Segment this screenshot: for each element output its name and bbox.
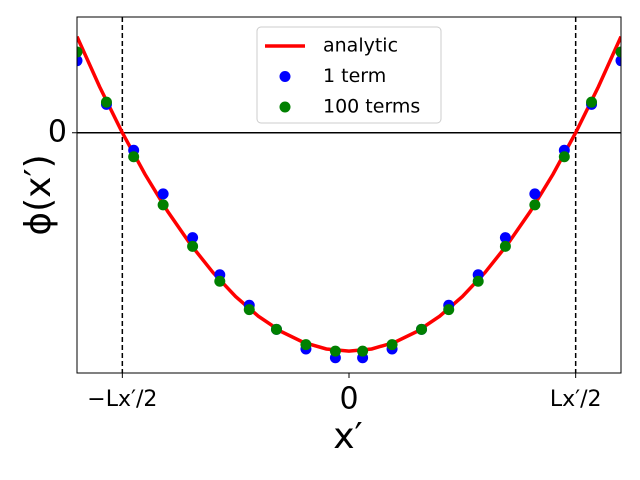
- y-tick-label: 0: [48, 114, 67, 149]
- x-tick-label: Lx′/2: [550, 387, 602, 412]
- legend-box: [256, 26, 442, 124]
- point: [472, 275, 484, 287]
- y-axis-label: ϕ(x′): [18, 154, 59, 235]
- point: [615, 55, 621, 67]
- point: [270, 323, 282, 335]
- legend-label: 1 term: [323, 65, 386, 87]
- legend-label: analytic: [323, 35, 398, 57]
- point: [128, 151, 140, 163]
- x-tick-label: −Lx′/2: [87, 387, 157, 412]
- x-axis-label: x′: [333, 416, 362, 457]
- point: [499, 232, 511, 244]
- point: [157, 199, 169, 211]
- point: [443, 304, 455, 316]
- point: [300, 339, 312, 351]
- point: [77, 46, 83, 58]
- legend-marker: [279, 71, 291, 82]
- point: [558, 151, 570, 163]
- point: [529, 188, 541, 200]
- line: [77, 35, 621, 353]
- point: [77, 55, 83, 67]
- point: [100, 96, 112, 108]
- point: [529, 199, 541, 211]
- legend-label: 100 terms: [323, 96, 420, 118]
- plot-frame: [76, 16, 622, 374]
- point: [214, 275, 226, 287]
- point: [499, 240, 511, 252]
- plot-area: [77, 35, 621, 364]
- x-tick-label: 0: [339, 382, 358, 417]
- point: [357, 345, 369, 357]
- point: [187, 240, 199, 252]
- point: [329, 345, 341, 357]
- point: [243, 304, 255, 316]
- point: [187, 232, 199, 244]
- point: [157, 188, 169, 200]
- point: [615, 46, 621, 58]
- point: [416, 323, 428, 335]
- legend-marker: [279, 101, 291, 113]
- point: [586, 96, 598, 108]
- point: [386, 339, 398, 351]
